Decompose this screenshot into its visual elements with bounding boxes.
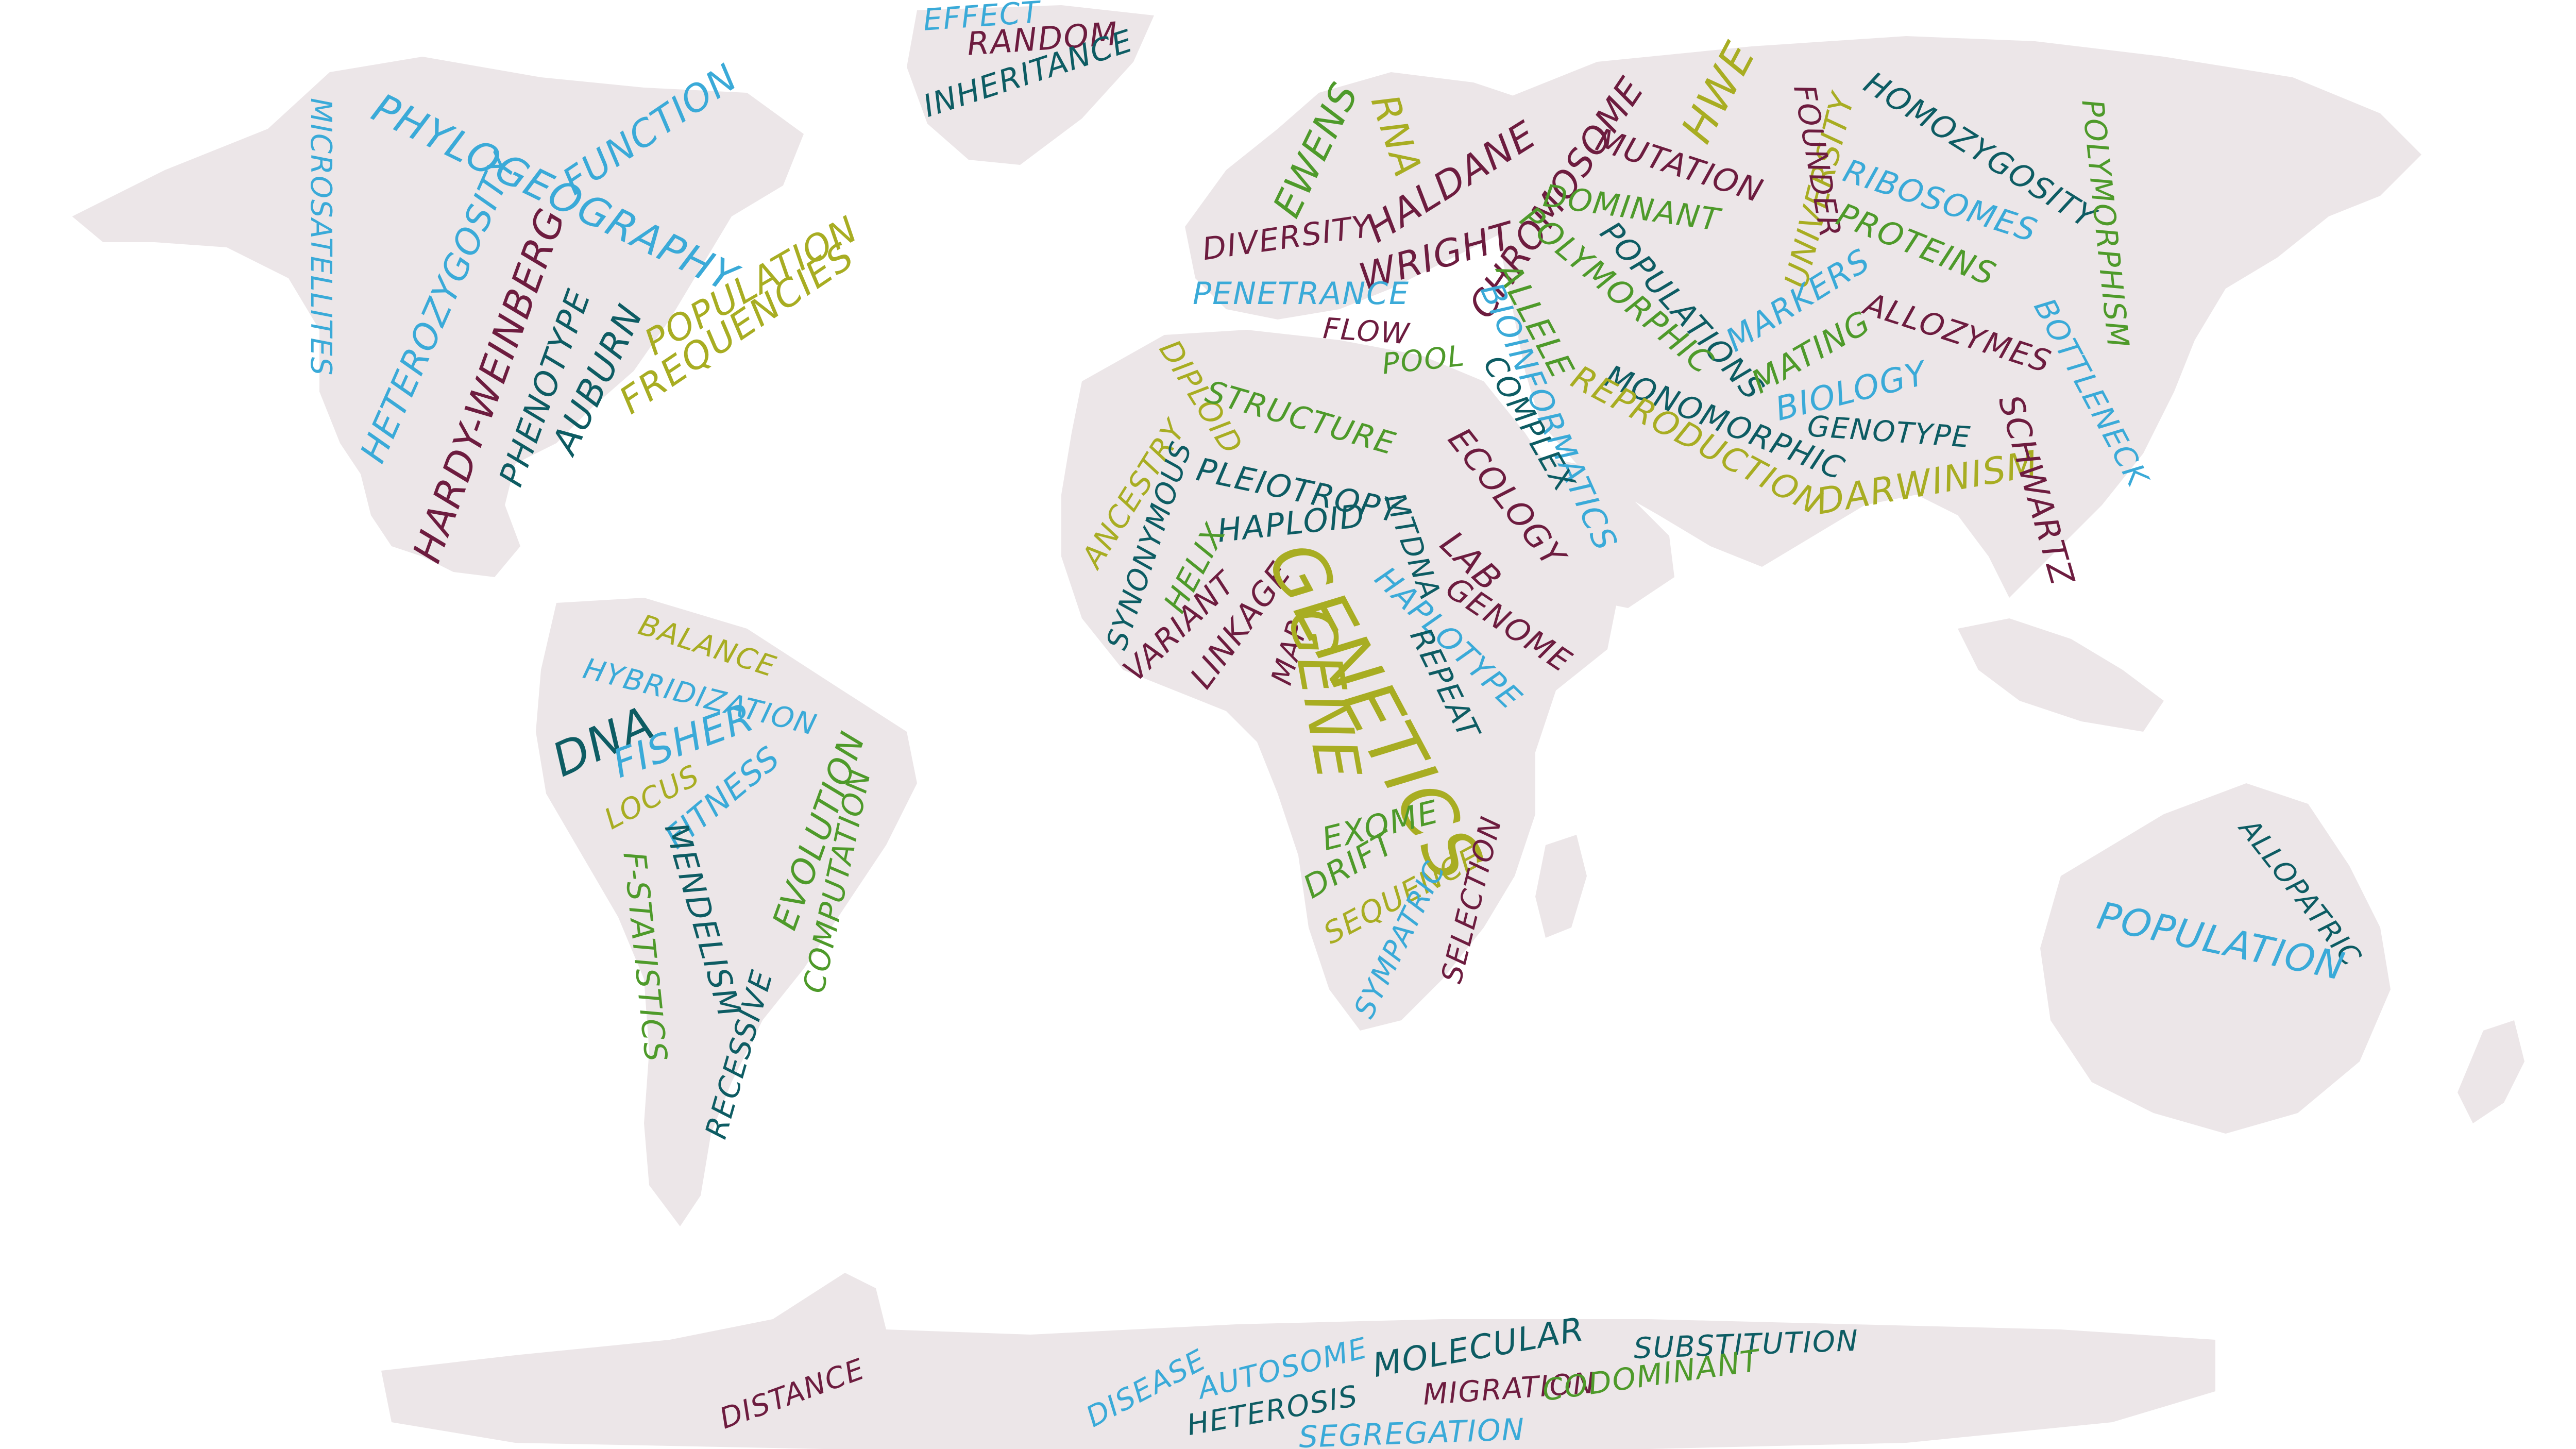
- landmass-australia: [2040, 783, 2391, 1134]
- word-segregation: SEGREGATION: [1298, 1411, 1526, 1449]
- word-flow: FLOW: [1321, 312, 1412, 351]
- landmass-madagascar: [1535, 835, 1587, 938]
- word-penetrance: PENETRANCE: [1193, 276, 1410, 312]
- word-pool: POOL: [1380, 339, 1467, 381]
- landmass-southeast-asia: [1958, 618, 2164, 732]
- landmass-south-america: [536, 598, 917, 1226]
- landmass-asia: [1484, 36, 2421, 598]
- word-microsatellites: MICROSATELLITES: [304, 98, 337, 377]
- landmass-antarctica: [381, 1273, 2215, 1449]
- landmass-north-america: [72, 57, 804, 577]
- landmass-europe: [1185, 72, 1571, 319]
- landmass-greenland: [907, 5, 1154, 165]
- landmass-new-zealand: [2458, 1020, 2524, 1123]
- landmass-africa: [1061, 330, 1618, 1031]
